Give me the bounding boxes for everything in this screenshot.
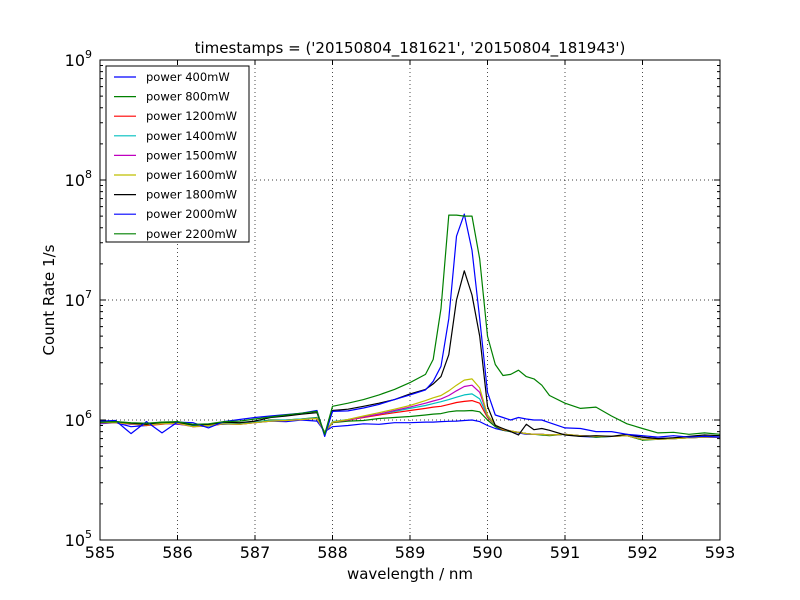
y-tick-label: 108 — [65, 168, 92, 190]
x-axis-label: wavelength / nm — [347, 565, 473, 583]
legend-label: power 800mW — [146, 90, 230, 104]
x-tick-label: 585 — [85, 543, 116, 562]
legend-label: power 1800mW — [146, 188, 237, 202]
x-tick-label: 593 — [705, 543, 736, 562]
x-tick-label: 589 — [395, 543, 426, 562]
legend-label: power 2000mW — [146, 207, 237, 221]
data-series — [99, 213, 721, 441]
series-line-8 — [99, 214, 721, 435]
legend-label: power 1200mW — [146, 109, 237, 123]
legend-label: power 1500mW — [146, 148, 237, 162]
legend-label: power 2200mW — [146, 227, 237, 241]
x-tick-label: 588 — [317, 543, 348, 562]
y-tick-label: 109 — [65, 48, 92, 70]
y-tick-label: 105 — [65, 528, 92, 550]
y-axis-label: Count Rate 1/s — [40, 244, 58, 355]
axis-ticks: 585 586 587 588 589 590 591 592 593 105 106 107 108 1… — [65, 48, 736, 562]
legend-label: power 1400mW — [146, 129, 237, 143]
x-tick-label: 592 — [627, 543, 658, 562]
x-tick-label: 587 — [240, 543, 271, 562]
x-tick-label: 586 — [162, 543, 193, 562]
chart-title: timestamps = ('20150804_181621', '201508… — [195, 39, 626, 58]
x-tick-label: 590 — [472, 543, 503, 562]
legend-label: power 1600mW — [146, 168, 237, 182]
legend-box — [105, 65, 250, 243]
grid-lines — [100, 60, 720, 540]
y-tick-label: 106 — [65, 408, 92, 430]
series-line-6 — [99, 270, 721, 440]
x-tick-label: 591 — [550, 543, 581, 562]
y-tick-label: 107 — [65, 288, 92, 310]
legend-label: power 400mW — [146, 70, 230, 84]
legend: power 400mW power 800mW power 1200mW power … — [105, 65, 250, 243]
